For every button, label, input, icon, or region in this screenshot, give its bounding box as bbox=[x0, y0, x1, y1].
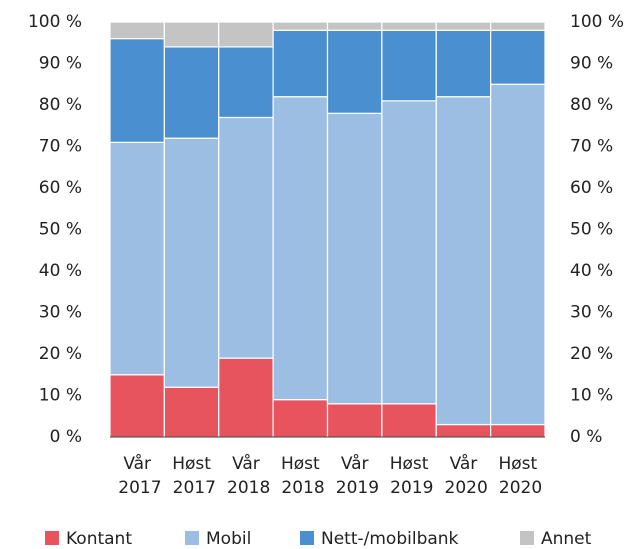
y-tick-label: 60 % bbox=[39, 178, 82, 198]
bar-segment bbox=[435, 96, 492, 426]
bar-segment bbox=[272, 21, 329, 31]
bar-segment bbox=[435, 29, 492, 98]
bar-segment bbox=[435, 423, 492, 438]
legend-label: Nett-/mobilbank bbox=[321, 529, 459, 549]
legend-label: Mobil bbox=[206, 529, 251, 549]
x-tick-label: Høst 2017 bbox=[167, 454, 216, 498]
x-tick-label: Høst 2020 bbox=[493, 454, 542, 498]
bar-segment bbox=[381, 403, 437, 438]
x-tick-label: Vår 2018 bbox=[222, 453, 271, 498]
y-tick-label: 70 % bbox=[39, 137, 82, 157]
y-tick-label: 80 % bbox=[39, 95, 82, 115]
bar-segment bbox=[272, 29, 329, 98]
y2-tick-label: 40 % bbox=[570, 261, 613, 281]
bar-segment bbox=[218, 21, 274, 48]
bar-segment bbox=[490, 83, 546, 426]
bar-segment bbox=[163, 386, 220, 438]
bar-segment bbox=[109, 141, 165, 376]
bar-segment bbox=[109, 21, 165, 40]
legend-label: Annet bbox=[541, 529, 592, 549]
y-tick-label: 90 % bbox=[39, 54, 82, 74]
y2-tick-label: 20 % bbox=[570, 344, 613, 364]
x-tick-label: Vår 2019 bbox=[330, 453, 379, 498]
bar-segment bbox=[490, 423, 546, 438]
x-tick-label: Vår 2017 bbox=[113, 453, 162, 498]
legend-swatch bbox=[185, 531, 199, 545]
y2-tick-label: 10 % bbox=[570, 386, 613, 406]
y-tick-label: 0 % bbox=[50, 427, 82, 447]
y2-tick-label: 30 % bbox=[570, 303, 613, 323]
y-tick-label: 40 % bbox=[39, 261, 82, 281]
y2-tick-label: 80 % bbox=[570, 95, 613, 115]
bar-segment bbox=[163, 21, 220, 48]
y2-tick-label: 50 % bbox=[570, 220, 613, 240]
x-tick-label: Vår 2020 bbox=[439, 453, 488, 498]
bar-segment bbox=[218, 46, 274, 119]
y2-tick-label: 90 % bbox=[570, 54, 613, 74]
bar-segment bbox=[163, 137, 220, 388]
legend-swatch bbox=[300, 531, 314, 545]
bar-segment bbox=[272, 96, 329, 401]
bar-segment bbox=[381, 100, 437, 405]
bar-segment bbox=[326, 21, 383, 31]
y2-tick-label: 100 % bbox=[570, 12, 624, 32]
bar-segment bbox=[326, 29, 383, 114]
bar-segment bbox=[326, 403, 383, 438]
x-tick-label: Høst 2019 bbox=[385, 454, 434, 498]
y-tick-label: 50 % bbox=[39, 220, 82, 240]
bar-segment bbox=[218, 357, 274, 438]
y-tick-label: 20 % bbox=[39, 344, 82, 364]
bar-segment bbox=[109, 374, 165, 438]
bar-segment bbox=[490, 29, 546, 85]
bar-segment bbox=[109, 37, 165, 143]
bar-segment bbox=[381, 29, 437, 102]
bar-segment bbox=[272, 399, 329, 438]
y2-tick-label: 0 % bbox=[570, 427, 602, 447]
y2-tick-label: 70 % bbox=[570, 137, 613, 157]
bar-segment bbox=[490, 21, 546, 31]
bar-segment bbox=[218, 116, 274, 359]
y-tick-label: 30 % bbox=[39, 303, 82, 323]
bar-segment bbox=[163, 46, 220, 139]
y2-tick-label: 60 % bbox=[570, 178, 613, 198]
bar-segment bbox=[326, 112, 383, 405]
x-tick-label: Høst 2018 bbox=[276, 454, 325, 498]
y-tick-label: 100 % bbox=[28, 12, 82, 32]
bar-segment bbox=[381, 21, 437, 31]
y-tick-label: 10 % bbox=[39, 386, 82, 406]
legend-swatch bbox=[45, 531, 59, 545]
legend-swatch bbox=[520, 531, 534, 545]
bar-segment bbox=[435, 21, 492, 31]
legend-label: Kontant bbox=[66, 529, 132, 549]
